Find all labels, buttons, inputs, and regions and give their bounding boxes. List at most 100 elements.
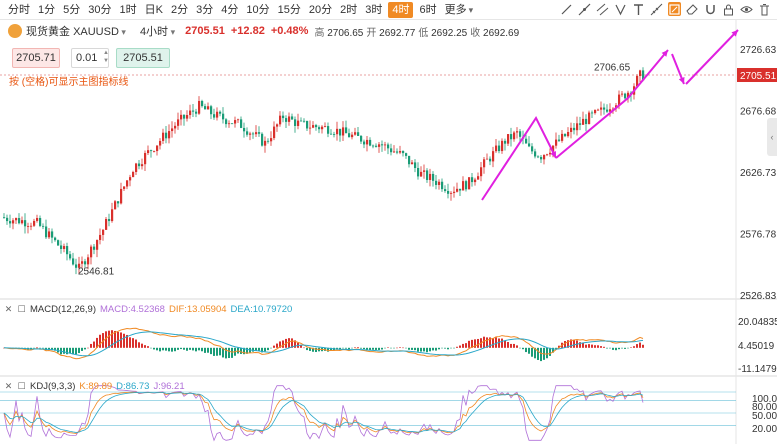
symbol-selector[interactable]: 现货黄金 XAUUSD	[26, 23, 126, 39]
quantity-stepper[interactable]: ▲ ▼	[103, 50, 109, 64]
timeframe-2[interactable]: 5分	[63, 3, 81, 16]
settings-icon[interactable]: ☐	[17, 304, 26, 314]
timeframe-8[interactable]: 4分	[221, 3, 239, 16]
timeframe-0[interactable]: 分时	[8, 3, 30, 16]
timeframe-1[interactable]: 1分	[38, 3, 56, 16]
macd-histogram-bar	[510, 343, 512, 348]
close-icon[interactable]: ✕	[4, 381, 13, 391]
timeframe-5[interactable]: 日K	[144, 3, 163, 16]
trash-icon[interactable]	[758, 2, 771, 16]
eye-icon[interactable]	[740, 2, 753, 16]
candle-body	[498, 145, 501, 152]
timeframe-11[interactable]: 20分	[308, 3, 333, 16]
trendline-icon[interactable]	[560, 2, 573, 16]
candle-body	[540, 156, 543, 160]
candle-body	[225, 119, 228, 125]
timeframe-7[interactable]: 3分	[196, 3, 214, 16]
eraser-icon[interactable]	[686, 2, 699, 16]
macd-histogram-bar	[471, 339, 473, 348]
wave-arrow-1[interactable]	[481, 116, 557, 201]
timeframe-13[interactable]: 3时	[365, 3, 383, 16]
macd-histogram-bar	[150, 347, 152, 349]
timeframe-14[interactable]: 4时	[388, 1, 414, 18]
macd-histogram-bar	[186, 347, 188, 351]
candle-body	[495, 145, 498, 152]
timeframe-10[interactable]: 15分	[277, 3, 301, 16]
macd-histogram-bar	[69, 347, 71, 354]
macd-histogram-bar	[222, 347, 224, 358]
candle-body	[195, 111, 198, 114]
timeframe-9[interactable]: 10分	[246, 3, 270, 16]
last-price: 2705.51	[185, 25, 225, 37]
candle-body	[414, 162, 417, 169]
line-icon[interactable]	[578, 2, 591, 16]
channel-icon[interactable]	[596, 2, 609, 16]
macd-histogram-bar	[363, 347, 365, 350]
candle-body	[123, 186, 126, 189]
macd-histogram-bar	[267, 347, 269, 351]
candle-body	[408, 155, 411, 165]
close-icon[interactable]: ✕	[4, 304, 13, 314]
candle-body	[465, 181, 468, 190]
macd-histogram-bar	[243, 347, 245, 355]
macd-histogram-bar	[315, 347, 317, 353]
macd-histogram-bar	[279, 341, 281, 348]
macd-histogram-bar	[261, 347, 263, 353]
candle-body	[27, 226, 30, 227]
timeframe-6[interactable]: 2分	[170, 3, 189, 16]
macd-histogram-bar	[168, 347, 170, 352]
timeframe-4[interactable]: 1时	[119, 3, 137, 16]
kdj-d-line	[3, 392, 644, 433]
candle-body	[564, 133, 567, 137]
macd-histogram-bar	[417, 347, 419, 352]
macd-histogram-bar	[156, 347, 158, 351]
fork-icon[interactable]	[614, 2, 627, 16]
period-selector[interactable]: 4小时	[140, 23, 175, 39]
symbol-info-bar: 现货黄金 XAUUSD 4小时 2705.51 +12.82 +0.48% 高 …	[0, 21, 777, 41]
price-axis-label: 2726.63	[740, 45, 777, 56]
price-change-pct: +0.48%	[270, 25, 309, 37]
magnet-icon[interactable]	[704, 2, 717, 16]
macd-histogram-bar	[87, 347, 89, 349]
timeframe-16[interactable]: 更多	[441, 0, 478, 20]
candle-body	[267, 140, 270, 142]
macd-histogram-bar	[573, 339, 575, 348]
candle-body	[327, 126, 330, 134]
candle-body	[138, 163, 141, 167]
candle-body	[330, 133, 333, 135]
wave-arrow-2[interactable]	[555, 49, 669, 159]
lock-icon[interactable]	[722, 2, 735, 16]
macd-histogram-bar	[369, 347, 371, 351]
candle-body	[174, 125, 177, 129]
timeframe-15[interactable]: 6时	[419, 3, 437, 16]
candle-body	[468, 177, 471, 190]
candle-body	[363, 141, 366, 145]
measure-icon[interactable]	[650, 2, 663, 16]
macd-histogram-bar	[435, 347, 437, 351]
macd-histogram-bar	[120, 332, 122, 348]
candle-body	[504, 140, 507, 144]
candle-body	[627, 92, 630, 99]
buy-button[interactable]: 2705.51	[116, 48, 170, 68]
timeframe-12[interactable]: 2时	[340, 3, 358, 16]
wave-arrow-4[interactable]	[685, 29, 739, 85]
macd-histogram-bar	[384, 347, 386, 349]
sell-button[interactable]: 2705.71	[12, 48, 60, 68]
macd-histogram-bar	[555, 347, 557, 349]
candle-body	[432, 173, 435, 181]
macd-histogram-bar	[438, 347, 440, 350]
candle-body	[21, 220, 24, 224]
edit-icon[interactable]	[668, 2, 681, 16]
macd-histogram-bar	[390, 347, 392, 349]
settings-icon[interactable]: ☐	[17, 381, 26, 391]
text-icon[interactable]	[632, 2, 645, 16]
macd-histogram-bar	[33, 347, 35, 349]
macd-histogram-bar	[483, 336, 485, 348]
timeframe-3[interactable]: 30分	[88, 3, 112, 16]
candle-body	[54, 237, 57, 241]
macd-histogram-bar	[513, 343, 515, 348]
candle-body	[210, 106, 213, 115]
side-panel-toggle[interactable]: ‹	[767, 118, 777, 156]
quantity-input[interactable]: 0.01	[71, 48, 109, 68]
